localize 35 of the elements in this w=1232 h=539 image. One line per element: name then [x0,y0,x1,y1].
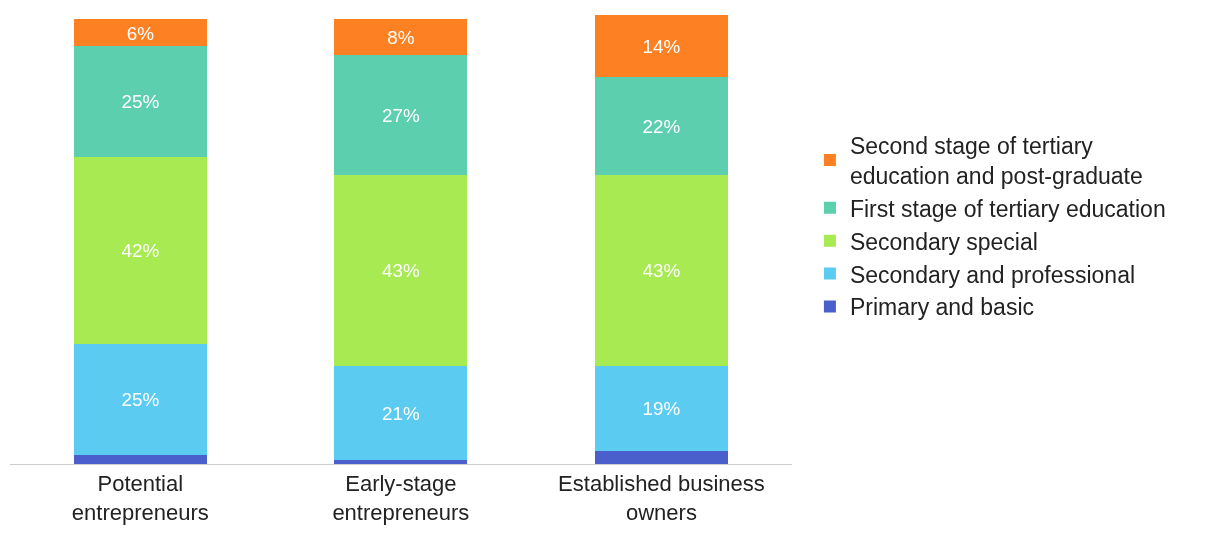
data-label: 43% [642,260,681,282]
bar [334,459,468,464]
x-tick-label: Potential entrepreneurs [71,471,209,525]
bar [595,175,728,367]
legend-label: Primary and basic [849,294,1034,321]
bar [73,343,207,456]
bar [73,46,207,158]
data-label: 25% [121,91,160,113]
bar [334,366,468,460]
bar [73,157,207,344]
data-label: 25% [121,389,160,411]
bar [334,19,468,56]
bar [595,450,728,464]
legend-label: Second stage of tertiary education and post-graduate [849,132,1143,189]
data-label: 27% [381,104,420,126]
bar [595,366,728,451]
data-label: 8% [387,26,415,48]
data-label: 14% [642,35,681,57]
legend-label: Secondary special [849,228,1038,255]
data-label: 43% [381,260,420,282]
x-tick-label: Early-stage entrepreneurs [332,471,470,525]
legend-label: Secondary and professional [849,261,1136,288]
bar [334,55,468,176]
bar [595,15,728,78]
legend-label: First stage of tertiary education [849,195,1166,222]
data-label: 6% [126,22,155,44]
bar [73,19,207,47]
data-label: 21% [381,402,420,424]
bar [595,77,728,176]
bar [334,175,468,367]
data-label: 22% [642,115,681,137]
data-label: 42% [121,240,160,262]
x-tick-label: Established business owners [558,471,765,525]
bar [73,455,207,464]
data-label: 19% [642,398,681,420]
